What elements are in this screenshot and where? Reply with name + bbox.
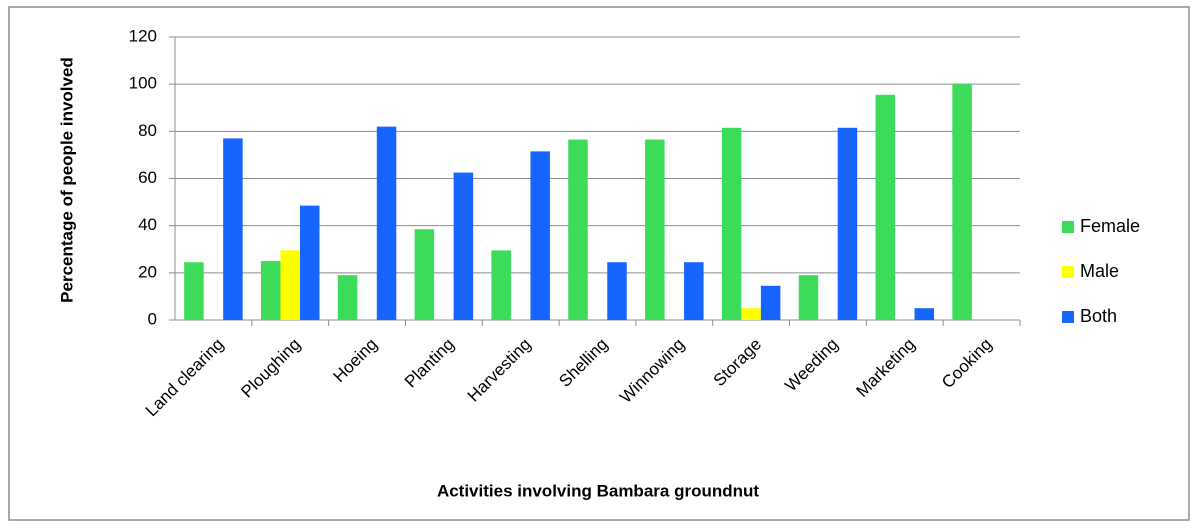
bar [952,84,972,321]
x-axis-title: Activities involving Bambara groundnut [437,481,759,500]
chart-frame [8,6,1190,521]
bar [280,250,300,320]
y-tick-label: 100 [129,74,157,93]
bar [184,262,204,320]
bar [721,127,742,320]
bar [645,139,665,320]
bar [568,139,588,320]
bar [837,127,858,320]
y-tick-label: 60 [138,168,157,187]
y-tick-label: 20 [138,262,157,281]
bar [376,126,397,320]
bar [875,94,896,320]
y-tick-label: 0 [148,309,157,328]
bar [491,250,511,320]
y-tick-label: 120 [129,26,157,45]
y-axis-title: Percentage of people involved [57,57,76,303]
bar [260,261,281,320]
bar [760,285,781,320]
bar [453,172,474,320]
bar [414,229,435,320]
legend-swatch [1062,266,1074,278]
legend-swatch [1062,311,1074,323]
y-tick-label: 40 [138,215,157,234]
bar [914,308,935,320]
legend-swatch [1062,221,1074,233]
legend-label: Male [1080,261,1119,281]
bar [299,205,320,320]
bar [798,275,819,320]
y-tick-label: 80 [138,121,157,140]
legend-label: Both [1080,306,1117,326]
legend-label: Female [1080,216,1140,236]
bar [530,151,550,320]
bar [741,308,761,320]
bar [223,138,243,320]
bar [684,262,704,320]
bar [337,275,358,320]
bar [607,262,627,320]
